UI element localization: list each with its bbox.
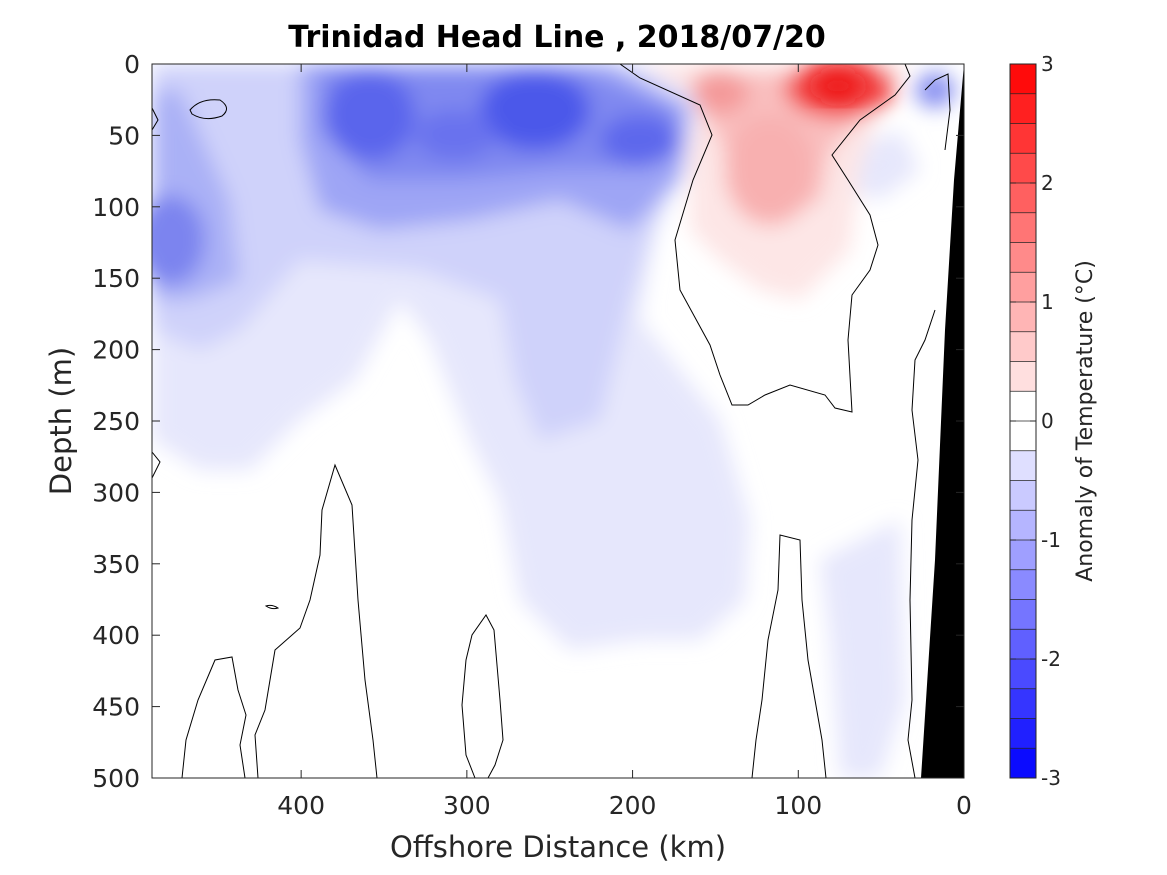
colorbar-segment [1010,599,1036,630]
colorbar-segment [1010,123,1036,154]
colorbar-segment [1010,540,1036,571]
warm-core-c [725,115,815,225]
y-tick-label: 450 [92,693,140,722]
zero-contour-island-a [189,99,227,120]
colorbar-segment [1010,450,1036,481]
y-tick-label: 500 [92,764,140,793]
x-tick-label: 100 [774,791,822,820]
colorbar-label: Anomaly of Temperature (°C) [1073,260,1098,582]
colorbar-tick-label: 3 [1041,52,1054,76]
x-tick-label: 400 [277,791,325,820]
cold-region-nearshore [820,520,905,778]
colorbar-segment [1010,212,1036,243]
x-tick-label: 300 [443,791,491,820]
anomaly-blobs [152,64,955,778]
colorbar-segment [1010,183,1036,214]
y-tick-label: 50 [108,121,140,150]
x-tick-label: 0 [956,791,972,820]
cold-core-c [600,115,680,165]
y-tick-label: 100 [92,193,140,222]
colorbar-segment [1010,391,1036,422]
anomaly-field [152,64,964,778]
zero-contour-left-edge [152,107,159,131]
plot-area [151,63,965,779]
y-axis: 0 50 100 150 200 250 300 350 400 450 500 [92,50,964,793]
colorbar-tick-label: 2 [1041,171,1054,195]
zero-contours [152,64,951,778]
cold-core-b [325,70,415,160]
colorbar-tick-label: -3 [1041,766,1061,790]
cold-core-f [915,72,955,108]
colorbar-segment [1010,421,1036,452]
zero-contour-deep-d [751,534,827,778]
colorbar-segment [1010,510,1036,541]
colorbar-segment [1010,153,1036,184]
x-tick-label: 200 [609,791,657,820]
y-axis-label: Depth (m) [44,347,78,495]
colorbar-segment [1010,361,1036,392]
colorbar-tick-label: 1 [1041,290,1054,314]
y-tick-label: 150 [92,264,140,293]
x-axis-label: Offshore Distance (km) [390,830,726,864]
colorbar-segment [1010,629,1036,660]
y-tick-label: 0 [124,50,140,79]
y-tick-label: 200 [92,336,140,365]
colorbar-segment [1010,331,1036,362]
colorbar-segment [1010,93,1036,124]
zero-contour-deep-a [181,656,247,778]
warm-core-b [692,70,748,114]
colorbar-tick-label: 0 [1041,409,1054,433]
zero-contour-nearshore-top [924,73,951,151]
chart-title: Trinidad Head Line , 2018/07/20 [288,20,825,55]
colorbar-tick-label: -2 [1041,647,1061,671]
bathymetry-fill [921,64,964,778]
colorbar-segment [1010,718,1036,749]
colorbar-segment [1010,64,1036,95]
colorbar-segment [1010,480,1036,511]
cold-core-d [415,110,495,160]
colorbar: 3 2 1 0 -1 -2 -3 [1009,52,1061,790]
colorbar-segment [1010,242,1036,273]
colorbar-segment [1010,659,1036,690]
warm-core-peak [814,72,862,100]
y-tick-label: 400 [92,621,140,650]
zero-contour-deep-b [254,463,378,778]
colorbar-segment [1010,748,1036,779]
colorbar-segment [1010,688,1036,719]
zero-contour-tiny [264,604,280,610]
colorbar-segment [1010,302,1036,333]
y-tick-label: 250 [92,407,140,436]
y-tick-label: 350 [92,550,140,579]
colorbar-tick-label: -1 [1041,528,1061,552]
x-axis: 400 300 200 100 0 [277,64,972,820]
zero-contour-warm [619,64,911,413]
colorbar-segment [1010,569,1036,600]
cold-core-e [152,195,205,285]
zero-contour-left-edge-2 [152,451,161,479]
y-tick-label: 300 [92,478,140,507]
cold-core-a [480,70,590,150]
zero-contour-deep-c [461,614,504,778]
zero-contour-nearshore [907,309,936,778]
colorbar-segment [1010,272,1036,303]
